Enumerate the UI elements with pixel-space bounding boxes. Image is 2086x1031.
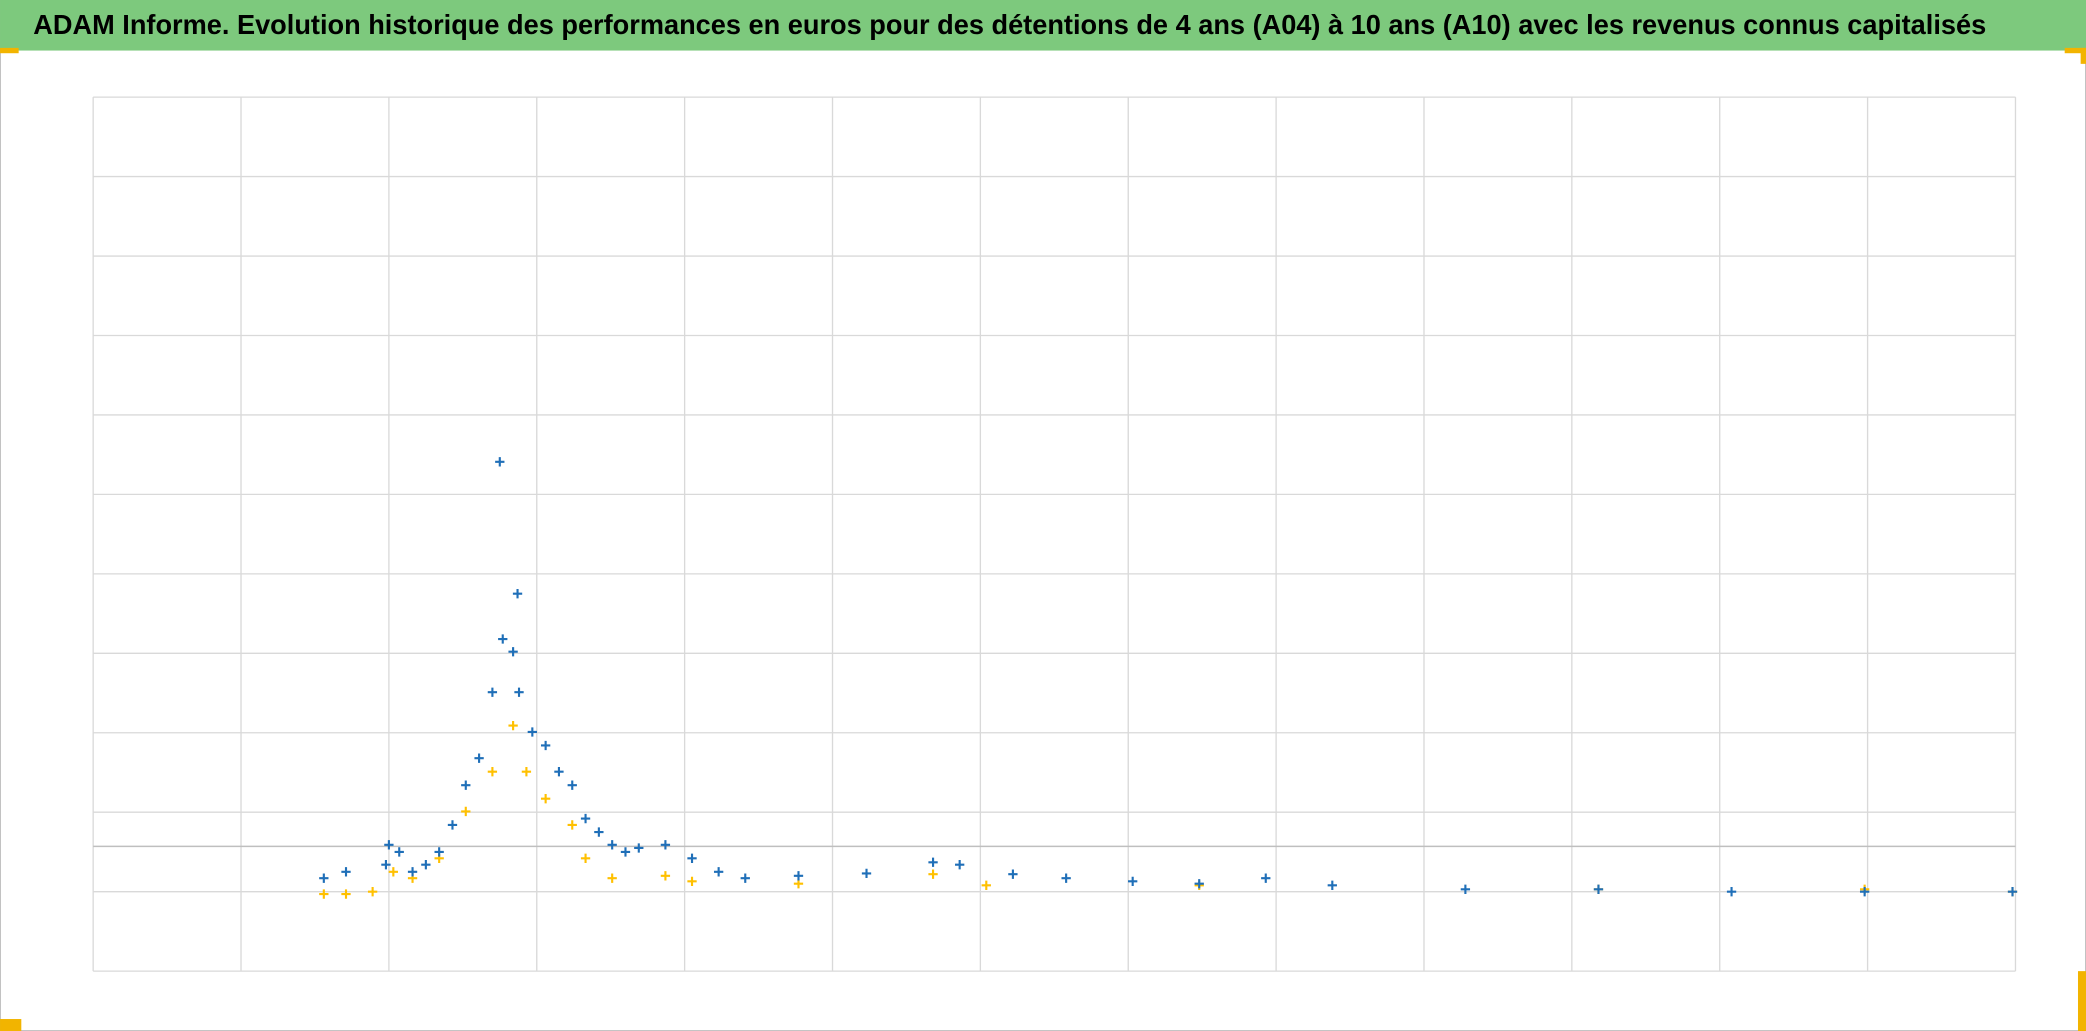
point bbox=[567, 820, 577, 830]
point bbox=[487, 767, 498, 777]
point bbox=[1593, 884, 1604, 894]
point bbox=[554, 767, 564, 777]
point bbox=[540, 794, 551, 804]
point bbox=[474, 753, 484, 763]
point bbox=[381, 860, 391, 870]
point bbox=[341, 889, 351, 899]
corner-mark bbox=[2064, 47, 2086, 54]
corner-mark bbox=[2080, 47, 2086, 64]
point bbox=[687, 853, 697, 863]
point bbox=[1726, 887, 1737, 897]
plot-marks bbox=[319, 457, 2018, 899]
point bbox=[793, 879, 804, 889]
point bbox=[580, 813, 591, 824]
grid bbox=[92, 96, 2017, 972]
point bbox=[319, 873, 329, 883]
point bbox=[660, 840, 671, 850]
point bbox=[793, 871, 804, 881]
corner-mark bbox=[2077, 971, 2086, 1031]
point bbox=[527, 727, 537, 737]
title-bar bbox=[0, 0, 2086, 51]
point bbox=[567, 780, 577, 790]
point bbox=[1128, 876, 1138, 887]
point bbox=[607, 840, 617, 850]
point bbox=[521, 767, 532, 777]
point bbox=[461, 780, 471, 790]
point bbox=[540, 740, 551, 751]
point bbox=[1194, 879, 1204, 889]
point bbox=[713, 867, 724, 877]
point bbox=[740, 873, 750, 883]
point bbox=[341, 867, 351, 877]
point bbox=[394, 847, 404, 857]
point bbox=[367, 887, 378, 897]
point bbox=[461, 806, 471, 817]
point bbox=[434, 847, 444, 857]
point bbox=[508, 720, 518, 731]
point bbox=[512, 589, 523, 599]
point bbox=[660, 871, 671, 881]
corner-mark bbox=[0, 1019, 22, 1031]
point bbox=[2007, 887, 2018, 897]
point bbox=[1859, 887, 1870, 897]
point bbox=[495, 457, 505, 467]
point bbox=[634, 843, 644, 853]
point bbox=[384, 840, 394, 850]
corner-mark bbox=[0, 47, 19, 54]
point bbox=[319, 889, 329, 899]
point bbox=[981, 880, 991, 890]
point bbox=[388, 867, 398, 877]
point bbox=[687, 876, 697, 887]
point bbox=[1261, 873, 1271, 883]
point bbox=[955, 860, 965, 870]
chart-title: ADAM Informe. Evolution historique des p… bbox=[33, 9, 1986, 40]
point bbox=[487, 687, 498, 697]
point bbox=[580, 853, 591, 863]
point bbox=[928, 869, 938, 879]
point bbox=[421, 860, 431, 870]
point bbox=[594, 827, 604, 837]
point bbox=[928, 857, 938, 867]
point bbox=[1008, 869, 1018, 879]
point bbox=[447, 820, 458, 830]
corner-marks bbox=[0, 47, 2086, 1031]
point bbox=[861, 868, 872, 879]
point bbox=[514, 687, 524, 697]
point bbox=[1460, 884, 1471, 894]
point bbox=[1061, 873, 1071, 883]
point bbox=[498, 634, 508, 644]
point bbox=[1327, 880, 1337, 890]
point bbox=[508, 647, 518, 657]
point bbox=[407, 867, 418, 877]
point bbox=[620, 847, 631, 857]
point bbox=[607, 873, 617, 883]
